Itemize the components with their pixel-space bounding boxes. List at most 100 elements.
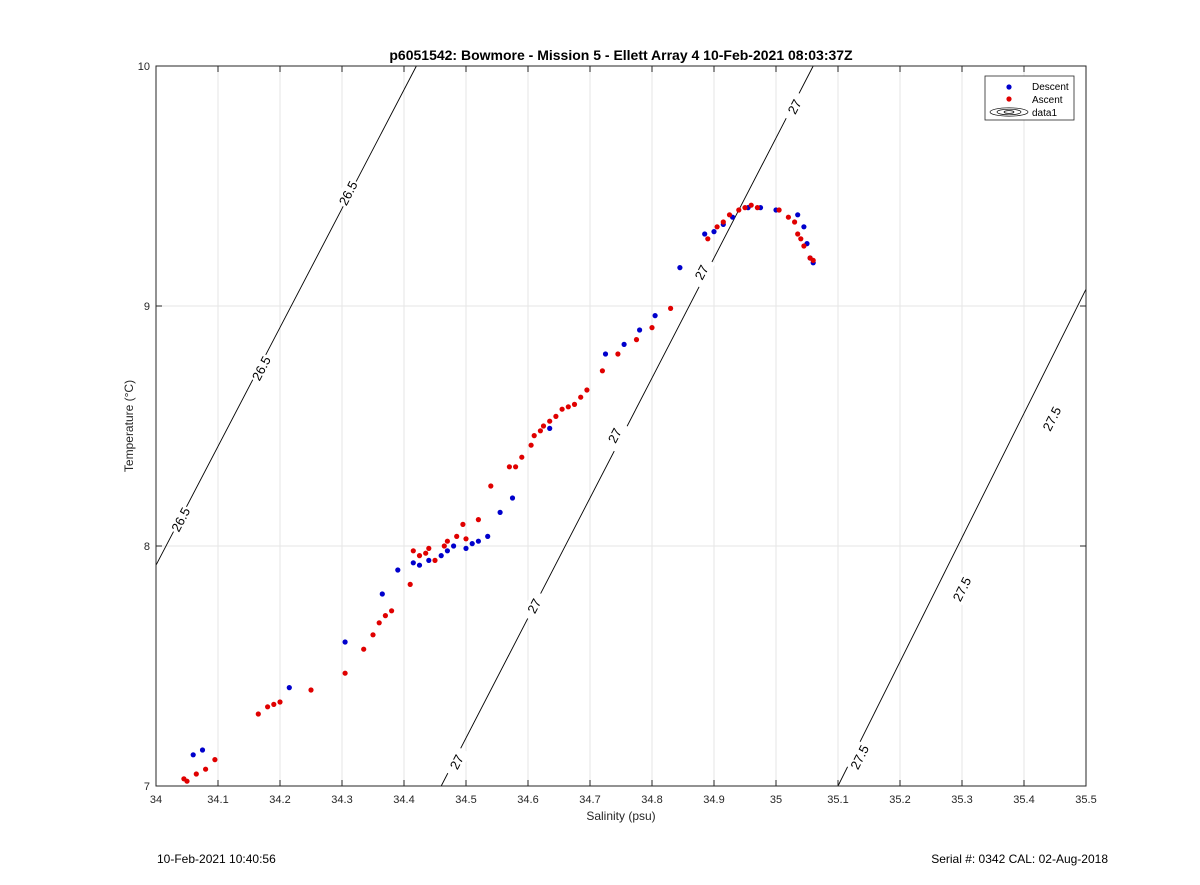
ascent-point <box>754 205 761 211</box>
y-tick-label: 8 <box>144 541 150 553</box>
ascent-point <box>342 670 348 676</box>
contour-label-background <box>334 177 362 210</box>
ascent-point <box>547 418 553 424</box>
ascent-point <box>212 757 218 763</box>
descent-point <box>451 543 457 549</box>
ascent-point <box>540 423 547 429</box>
ascent-point <box>785 214 792 220</box>
descent-point <box>677 265 683 271</box>
ascent-point <box>714 224 720 230</box>
x-tick-label: 35 <box>770 794 782 806</box>
ascent-point <box>742 205 748 211</box>
ascent-point <box>531 433 537 439</box>
contour-line-26.5 <box>155 65 417 566</box>
y-tick-label: 7 <box>144 781 150 793</box>
ascent-point <box>416 553 423 559</box>
ascent-point <box>649 325 655 331</box>
ascent-point <box>277 699 283 705</box>
ascent-point <box>407 581 413 588</box>
descent-point <box>410 560 416 566</box>
descent-point <box>509 495 516 501</box>
descent-point <box>286 685 292 691</box>
contour-label-background <box>167 503 195 536</box>
descent-point <box>652 313 658 319</box>
x-tick-label: 34.2 <box>269 794 290 806</box>
contour-label: 27 <box>785 97 805 117</box>
x-tick-label: 35.4 <box>1013 794 1034 806</box>
ascent-point <box>460 521 466 528</box>
ascent-point <box>376 620 382 626</box>
descent-point <box>801 224 807 230</box>
descent-point <box>702 231 708 237</box>
ascent-point <box>720 219 726 225</box>
ascent-point <box>615 351 621 357</box>
contour-label-background <box>948 573 976 606</box>
x-tick-label: 35.2 <box>889 794 910 806</box>
contour-label-background <box>1038 402 1066 435</box>
ascent-point <box>705 236 711 242</box>
ascent-point <box>265 704 271 710</box>
y-axis-label: Temperature (°C) <box>122 380 136 472</box>
ascent-point <box>410 548 416 554</box>
ascent-point <box>271 701 277 708</box>
legend: Descent Ascent data1 <box>984 75 1075 121</box>
descent-point <box>199 747 206 753</box>
ascent-point <box>559 406 565 412</box>
ascent-point <box>792 219 798 225</box>
contour-label: 27 <box>692 263 712 283</box>
ascent-point <box>444 538 450 544</box>
ascent-point <box>748 202 754 208</box>
ascent-point <box>423 550 429 556</box>
legend-contour-icon <box>989 107 1029 117</box>
legend-data1-label: data1 <box>1032 108 1057 119</box>
ascent-point <box>454 533 460 540</box>
ascent-point <box>571 401 578 407</box>
ascent-point <box>389 608 395 614</box>
ascent-point <box>506 464 512 470</box>
contour-label: 27 <box>524 596 544 616</box>
plot-area-frame <box>155 65 1087 787</box>
descent-point <box>637 327 643 333</box>
descent-point <box>602 351 609 357</box>
descent-point <box>379 591 385 597</box>
legend-ascent-marker <box>1006 96 1012 102</box>
ascent-point <box>578 394 584 400</box>
contour-label-background <box>443 745 471 779</box>
contour-label: 27 <box>605 426 625 446</box>
descent-point <box>416 562 423 568</box>
x-tick-label: 35.5 <box>1075 794 1096 806</box>
descent-point <box>621 341 627 347</box>
contour-line-27 <box>440 65 814 787</box>
ascent-point <box>488 483 494 489</box>
contour-line-27.5 <box>837 288 1087 787</box>
axis-ticks: 34 34.1 34.2 34.3 34.4 34.5 34.6 34.7 34.8 34.9 35… <box>138 61 1097 806</box>
descent-point <box>342 639 348 645</box>
ascent-point <box>528 442 534 448</box>
y-tick-label: 10 <box>138 61 150 73</box>
ascent-point <box>801 243 807 249</box>
data-series <box>181 202 816 784</box>
legend-ascent-label: Ascent <box>1032 95 1063 106</box>
contour-label: 27 <box>447 752 467 772</box>
ascent-point <box>599 368 606 374</box>
ascent-point <box>441 543 447 549</box>
ascent-point <box>537 428 544 434</box>
descent-point <box>438 553 444 559</box>
x-tick-label: 34.3 <box>331 794 352 806</box>
x-axis-label: Salinity (psu) <box>586 809 655 823</box>
x-tick-label: 34.7 <box>579 794 600 806</box>
ascent-point <box>776 207 782 213</box>
ascent-point <box>810 257 816 263</box>
ascent-point <box>633 337 640 343</box>
contour-label-background <box>846 741 874 774</box>
x-tick-label: 34 <box>150 794 162 806</box>
legend-descent-marker <box>1006 84 1012 90</box>
y-tick-label: 9 <box>144 301 150 313</box>
chart-title: p6051542: Bowmore - Mission 5 - Ellett A… <box>389 47 853 63</box>
ascent-point <box>361 646 367 652</box>
descent-point <box>395 567 401 573</box>
ascent-point <box>795 231 801 237</box>
ascent-point <box>565 404 571 410</box>
